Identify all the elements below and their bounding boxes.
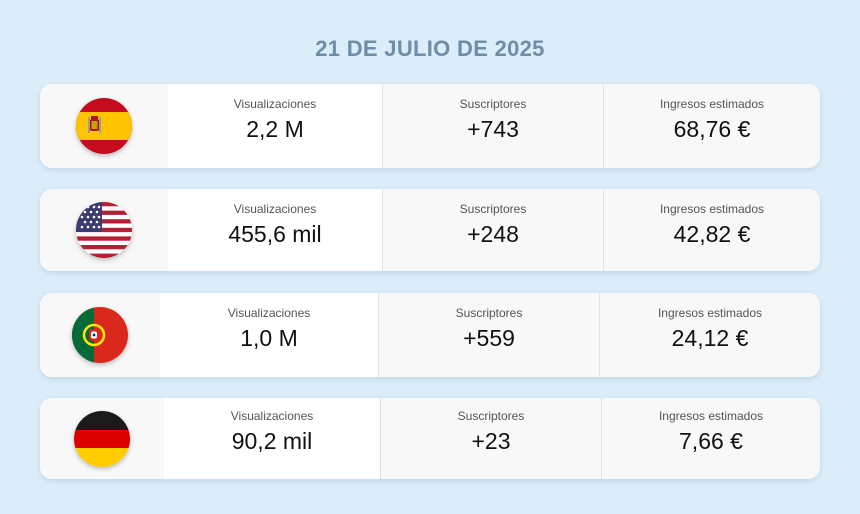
revenue-value: 24,12 € <box>671 325 749 351</box>
views-metric: Visualizaciones 1,0 M <box>160 293 378 377</box>
subscribers-value: +23 <box>471 428 511 454</box>
subscribers-label: Suscriptores <box>457 409 525 423</box>
subscribers-metric: Suscriptores +559 <box>378 293 599 377</box>
usa-flag-icon <box>76 202 132 258</box>
subscribers-metric: Suscriptores +248 <box>382 189 603 271</box>
views-metric: Visualizaciones 455,6 mil <box>168 189 382 271</box>
views-value: 2,2 M <box>246 116 304 142</box>
page-title: 21 DE JULIO DE 2025 <box>315 36 545 61</box>
flag-cell <box>40 189 168 271</box>
views-metric: Visualizaciones 90,2 mil <box>164 398 380 479</box>
revenue-metric: Ingresos estimados 42,82 € <box>603 189 820 271</box>
revenue-metric: Ingresos estimados 68,76 € <box>603 84 820 168</box>
revenue-metric: Ingresos estimados 24,12 € <box>599 293 820 377</box>
revenue-label: Ingresos estimados <box>659 97 765 111</box>
flag-cell <box>40 293 160 377</box>
revenue-value: 42,82 € <box>673 221 751 247</box>
views-label: Visualizaciones <box>233 202 317 216</box>
country-row-usa: Visualizaciones 455,6 mil Suscriptores +… <box>40 189 820 271</box>
flag-cell <box>40 398 164 479</box>
subscribers-value: +743 <box>467 116 519 142</box>
views-value: 90,2 mil <box>231 428 313 454</box>
subscribers-value: +559 <box>463 325 515 351</box>
subscribers-label: Suscriptores <box>459 202 527 216</box>
country-row-portugal: Visualizaciones 1,0 M Suscriptores +559 … <box>40 293 820 377</box>
subscribers-metric: Suscriptores +743 <box>382 84 603 168</box>
subscribers-value: +248 <box>467 221 519 247</box>
revenue-value: 7,66 € <box>679 428 743 454</box>
country-row-germany: Visualizaciones 90,2 mil Suscriptores +2… <box>40 398 820 479</box>
revenue-label: Ingresos estimados <box>658 409 764 423</box>
revenue-metric: Ingresos estimados 7,66 € <box>601 398 820 479</box>
views-label: Visualizaciones <box>227 306 311 320</box>
subscribers-metric: Suscriptores +23 <box>380 398 601 479</box>
views-metric: Visualizaciones 2,2 M <box>168 84 382 168</box>
revenue-label: Ingresos estimados <box>659 202 765 216</box>
revenue-label: Ingresos estimados <box>657 306 763 320</box>
views-label: Visualizaciones <box>230 409 314 423</box>
portugal-flag-icon <box>72 307 128 363</box>
subscribers-label: Suscriptores <box>455 306 523 320</box>
germany-flag-icon <box>74 410 130 467</box>
views-label: Visualizaciones <box>233 97 317 111</box>
country-row-spain: Visualizaciones 2,2 M Suscriptores +743 … <box>40 84 820 168</box>
views-value: 1,0 M <box>240 325 298 351</box>
spain-flag-icon <box>76 98 132 154</box>
flag-cell <box>40 84 168 168</box>
subscribers-label: Suscriptores <box>459 97 527 111</box>
revenue-value: 68,76 € <box>673 116 751 142</box>
views-value: 455,6 mil <box>228 221 322 247</box>
